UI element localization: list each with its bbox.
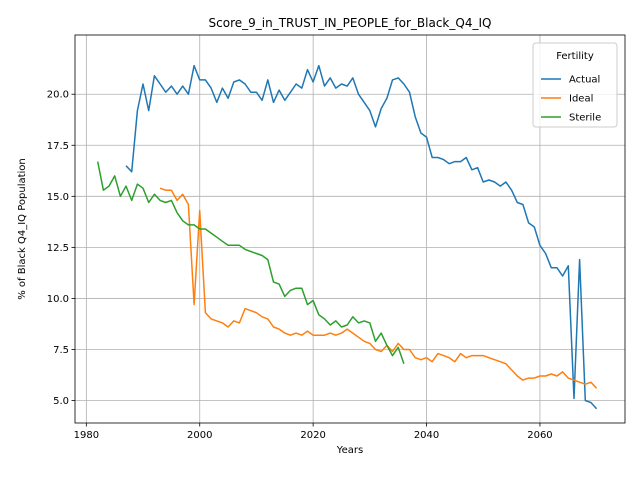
y-axis-label: % of Black Q4_IQ Population <box>17 158 28 300</box>
x-axis-label: Years <box>336 445 363 456</box>
y-tick-label: 7.5 <box>53 345 69 356</box>
plot-frame <box>74 34 626 424</box>
chart-title: Score_9_in_TRUST_IN_PEOPLE_for_Black_Q4_… <box>209 16 492 30</box>
legend-label-actual: Actual <box>569 75 600 86</box>
x-tick-label: 2060 <box>527 430 552 441</box>
legend-box <box>532 42 618 128</box>
legend-title: Fertility <box>556 51 594 62</box>
series-line-sterile <box>96 161 405 365</box>
y-tick-label: 15.0 <box>47 192 69 203</box>
y-tick-label: 20.0 <box>47 90 69 101</box>
x-tick-label: 1980 <box>74 430 99 441</box>
x-tick-label: 2040 <box>414 430 439 441</box>
legend: Fertility Actual Ideal Sterile <box>532 42 618 128</box>
y-tick-label: 17.5 <box>47 141 69 152</box>
series-line-ideal <box>159 187 598 389</box>
y-tick-label: 5.0 <box>53 396 69 407</box>
y-tick-label: 10.0 <box>47 294 69 305</box>
series-layer <box>96 64 598 410</box>
x-tick-label: 2020 <box>300 430 325 441</box>
legend-label-ideal: Ideal <box>569 94 593 105</box>
y-tick-label: 12.5 <box>47 243 69 254</box>
x-axis: 1980 2000 2020 2040 2060 <box>74 423 553 441</box>
series-line-actual <box>125 64 598 410</box>
y-axis: 5.0 7.5 10.0 12.5 15.0 17.5 20.0 <box>47 90 75 407</box>
x-tick-label: 2000 <box>187 430 212 441</box>
legend-label-sterile: Sterile <box>569 113 601 124</box>
